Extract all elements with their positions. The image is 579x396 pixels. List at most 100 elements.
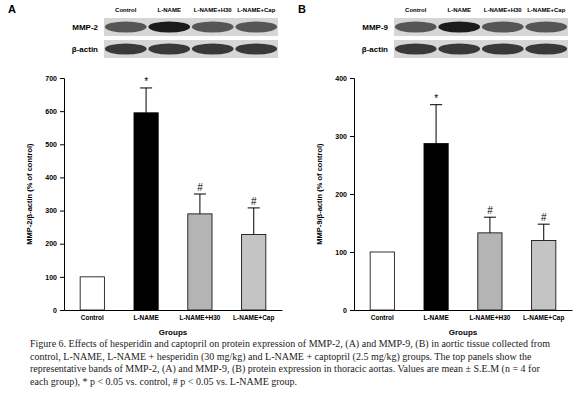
x-axis: Control L-NAME L-NAME+H30 L-NAME+Cap bbox=[65, 311, 283, 323]
lane-label: L-NAME+Cap bbox=[237, 7, 276, 13]
error-bar bbox=[194, 194, 206, 214]
significance-label: # bbox=[251, 196, 257, 207]
tick-label: L-NAME+H30 bbox=[469, 314, 510, 321]
tick: L-NAME+Cap bbox=[233, 314, 274, 322]
tick: 400 bbox=[335, 75, 354, 82]
error-bar bbox=[248, 208, 260, 235]
tick: 700 bbox=[45, 75, 64, 82]
axis-line bbox=[60, 79, 65, 311]
tick-label: 300 bbox=[335, 133, 347, 140]
bar bbox=[424, 144, 448, 310]
tick-label: 100 bbox=[335, 249, 347, 256]
plot-area bbox=[80, 88, 266, 310]
tick-label: Control bbox=[371, 314, 394, 321]
bar bbox=[188, 214, 212, 310]
tick: 600 bbox=[45, 108, 64, 115]
tick-mark bbox=[350, 136, 354, 137]
blot-band bbox=[105, 22, 147, 33]
tick-label: L-NAME+Cap bbox=[523, 314, 564, 322]
tick: L-NAME+H30 bbox=[179, 314, 220, 321]
x-axis: Control L-NAME L-NAME+H30 L-NAME+Cap bbox=[355, 311, 573, 323]
blot-band bbox=[105, 44, 147, 55]
tick-label: L-NAME bbox=[133, 314, 159, 321]
lane-label: L-NAME+H30 bbox=[484, 7, 523, 13]
tick: L-NAME bbox=[423, 314, 449, 321]
tick: 400 bbox=[45, 174, 64, 181]
tick: 200 bbox=[335, 191, 354, 198]
tick: 100 bbox=[335, 249, 354, 256]
blot-band bbox=[482, 22, 524, 33]
tick-label: 100 bbox=[45, 274, 57, 281]
figure: A Control L-NAME L-NAME+H30 L-NAME+Cap MMP-2 β… bbox=[0, 0, 579, 396]
significance-label: # bbox=[541, 212, 547, 223]
tick-mark bbox=[350, 252, 354, 253]
tick-mark bbox=[60, 78, 64, 79]
bar bbox=[134, 113, 158, 310]
tick-mark bbox=[60, 310, 64, 311]
axis-line bbox=[355, 310, 573, 311]
significance-label: * bbox=[434, 93, 438, 104]
panel-title: B bbox=[298, 3, 306, 15]
blot-band bbox=[438, 22, 480, 33]
blot-row-label: MMP-9 bbox=[362, 23, 388, 32]
blot-strip bbox=[104, 40, 278, 58]
error-bar bbox=[538, 224, 550, 240]
tick: 0 bbox=[53, 307, 64, 314]
bar bbox=[532, 240, 556, 310]
tick-label: 0 bbox=[343, 307, 347, 314]
y-axis: 0 100 200 300 400 bbox=[335, 75, 354, 314]
panel-title: A bbox=[8, 3, 16, 15]
blot-row-label: MMP-2 bbox=[72, 23, 98, 32]
lane-label: L-NAME bbox=[448, 7, 471, 13]
tick-mark bbox=[350, 78, 354, 79]
plot-area bbox=[370, 105, 556, 310]
tick-label: L-NAME bbox=[423, 314, 449, 321]
lane-label: L-NAME+H30 bbox=[194, 7, 233, 13]
bar bbox=[80, 277, 104, 310]
blot-band bbox=[192, 22, 234, 33]
tick-mark bbox=[60, 211, 64, 212]
error-bar bbox=[484, 217, 496, 233]
significance-label: # bbox=[197, 182, 203, 193]
blot-band bbox=[438, 44, 480, 55]
blot-band bbox=[395, 44, 437, 55]
tick-label: Control bbox=[81, 314, 104, 321]
tick-mark bbox=[60, 277, 64, 278]
caption: Figure 6. Effects of hesperidin and capt… bbox=[30, 338, 555, 388]
tick: Control bbox=[81, 314, 104, 321]
tick: 100 bbox=[45, 274, 64, 281]
x-axis-title: Groups bbox=[159, 328, 188, 337]
x-axis-title: Groups bbox=[449, 328, 478, 337]
blot-band bbox=[192, 44, 234, 55]
y-axis: 0100200300400500600700 bbox=[45, 75, 64, 314]
tick-mark bbox=[60, 244, 64, 245]
tick-label: L-NAME+Cap bbox=[233, 314, 274, 322]
panel: B Control L-NAME L-NAME+H30 L-NAME+Cap MMP-9 β… bbox=[298, 3, 573, 337]
blot-row-label: β-actin bbox=[362, 45, 388, 54]
tick: 0 bbox=[343, 307, 354, 314]
tick-label: 200 bbox=[335, 191, 347, 198]
tick-label: 600 bbox=[45, 108, 57, 115]
blot-strip bbox=[394, 18, 568, 36]
blot-strip bbox=[394, 40, 568, 58]
tick-label: 400 bbox=[335, 75, 347, 82]
blot-band bbox=[148, 44, 190, 55]
tick-mark bbox=[60, 177, 64, 178]
axis-line bbox=[65, 310, 283, 311]
tick: L-NAME+H30 bbox=[469, 314, 510, 321]
panel: A Control L-NAME L-NAME+H30 L-NAME+Cap MMP-2 β… bbox=[8, 3, 283, 337]
blot-row-label: β-actin bbox=[72, 45, 98, 54]
tick-label: 700 bbox=[45, 75, 57, 82]
tick-label: 300 bbox=[45, 207, 57, 214]
tick-mark bbox=[350, 310, 354, 311]
y-axis-title: MMP-2/β-actin (% of control) bbox=[25, 143, 34, 245]
tick-label: 400 bbox=[45, 174, 57, 181]
blot-band bbox=[525, 22, 567, 33]
blot-band bbox=[482, 44, 524, 55]
lane-label: L-NAME bbox=[158, 7, 181, 13]
axis-line bbox=[350, 79, 355, 311]
blot-band bbox=[395, 22, 437, 33]
tick-mark bbox=[60, 144, 64, 145]
blot-band bbox=[235, 22, 277, 33]
bar bbox=[242, 234, 266, 310]
